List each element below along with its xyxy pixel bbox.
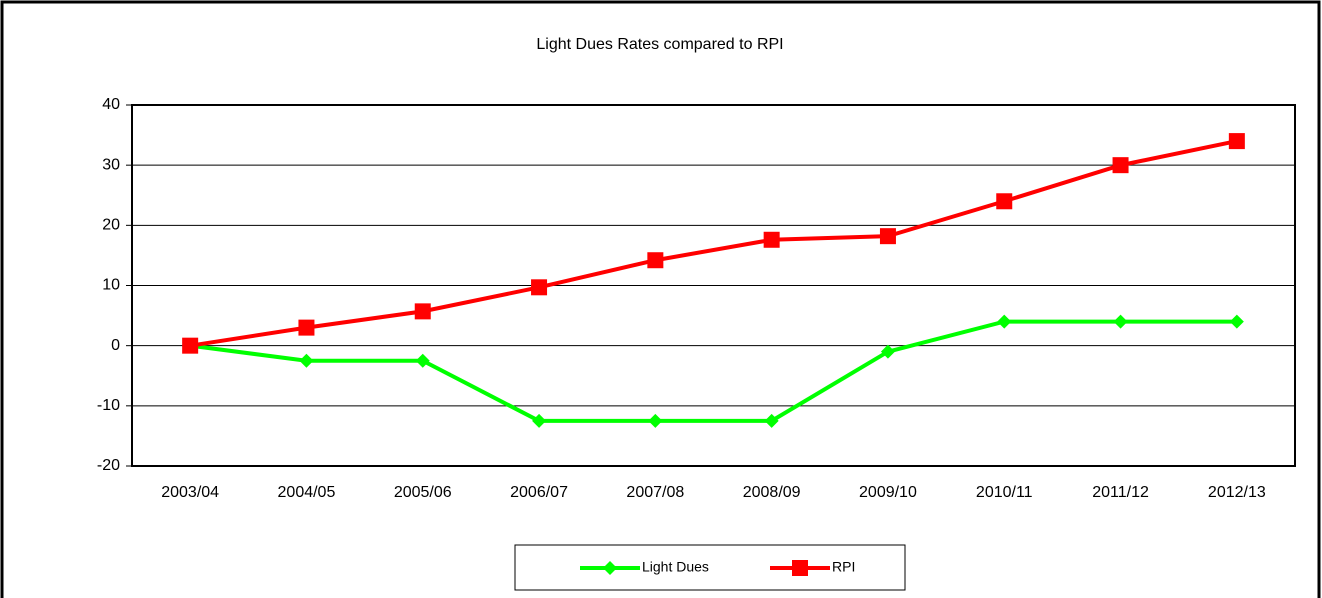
x-tick-label: 2010/11 [976, 484, 1033, 501]
y-tick-label: -10 [97, 397, 120, 414]
data-point [532, 413, 547, 428]
legend-label: Light Dues [642, 559, 709, 575]
data-point [299, 353, 314, 368]
x-tick-label: 2007/08 [626, 484, 684, 501]
y-tick-label: 40 [102, 96, 120, 113]
data-point [531, 279, 548, 296]
x-tick-label: 2006/07 [510, 484, 568, 501]
legend-marker [792, 560, 808, 576]
data-point [415, 353, 430, 368]
data-point [997, 314, 1012, 329]
series-line [189, 139, 1238, 348]
x-tick-label: 2009/10 [859, 484, 917, 501]
series-line [189, 319, 1237, 423]
plot-area [131, 104, 1296, 467]
data-point [1229, 314, 1244, 329]
data-point [1112, 157, 1129, 174]
data-point [414, 303, 431, 320]
data-point [298, 319, 315, 336]
x-tick-label: 2003/04 [161, 484, 219, 501]
data-point [1228, 133, 1245, 150]
data-point [1113, 314, 1128, 329]
data-point [996, 193, 1013, 210]
data-point [763, 231, 780, 248]
data-point [880, 344, 895, 359]
x-tick-label: 2011/12 [1092, 484, 1149, 501]
x-tick-label: 2008/09 [743, 484, 801, 501]
legend-marker [603, 561, 617, 575]
y-tick-label: 10 [102, 277, 120, 294]
x-tick-label: 2005/06 [394, 484, 452, 501]
data-point [879, 228, 896, 245]
data-point [648, 413, 663, 428]
x-tick-label: 2004/05 [278, 484, 336, 501]
y-tick-label: -20 [97, 457, 120, 474]
x-tick-label: 2012/13 [1208, 484, 1266, 501]
y-tick-label: 30 [102, 156, 120, 173]
data-point [764, 413, 779, 428]
y-tick-label: 0 [111, 337, 120, 354]
data-point [647, 252, 664, 269]
y-tick-label: 20 [102, 217, 120, 234]
chart-title: Light Dues Rates compared to RPI [536, 36, 783, 53]
data-point [182, 337, 199, 354]
legend-label: RPI [832, 559, 855, 575]
